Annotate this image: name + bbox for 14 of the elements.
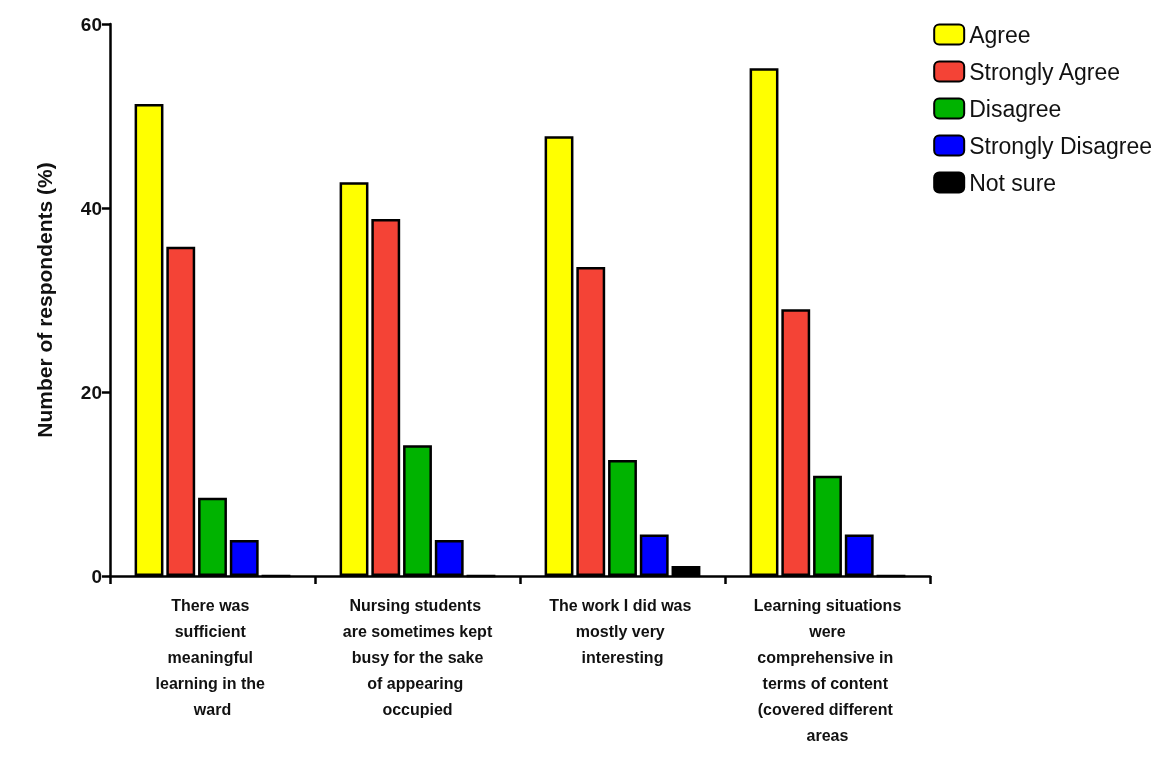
x-tick-label: The work I did was mostly very interesting [549,596,696,666]
y-tick-label: 60 [80,13,102,35]
legend-label: Strongly Disagree [969,132,1152,159]
y-tick-label: 0 [91,565,102,587]
y-tick-label: 40 [80,197,102,219]
x-tick-label: Nursing students are sometimes kept busy for the sake of appearing occupied [342,596,493,718]
y-tick-label: 20 [80,381,102,403]
x-tick-label: Learning situations were comprehensive in terms of content (covered different areas [753,596,902,744]
x-tick-label: There was sufficient meaningful learning in the ward [155,596,270,718]
y-axis-title: Number of respondents (%) [33,162,56,438]
legend-label: Not sure [969,169,1057,196]
legend-label: Agree [969,21,1031,48]
legend-label: Strongly Agree [969,58,1121,85]
legend-label: Disagree [969,95,1062,122]
